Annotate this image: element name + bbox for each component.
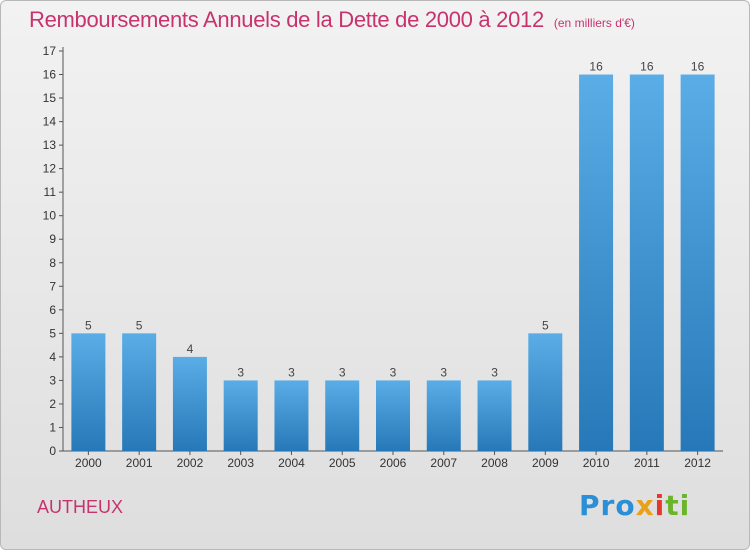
data-label: 3 (339, 365, 346, 379)
chart-bars (71, 74, 715, 451)
data-label: 3 (288, 365, 295, 379)
bar-2003 (223, 380, 258, 451)
data-label: 5 (542, 318, 549, 332)
bar-2012 (680, 74, 715, 451)
y-tick-label: 6 (49, 303, 56, 317)
bar-2000 (71, 333, 106, 451)
logo-part-2: x (635, 489, 655, 522)
y-tick-label: 15 (43, 91, 57, 105)
y-tick-label: 12 (43, 162, 57, 176)
x-tick-label: 2002 (177, 456, 204, 470)
chart-labels: 2000 5 2001 5 2002 4 2003 3 2004 3 2005 3 2006 3 2007 3… (75, 60, 711, 470)
data-label: 16 (589, 60, 603, 74)
x-tick-label: 2000 (75, 456, 102, 470)
y-tick-label: 5 (49, 326, 56, 340)
logo-part-4: ti (665, 489, 691, 522)
bar-2007 (426, 380, 461, 451)
chart-subtitle: (en milliers d'€) (553, 16, 635, 30)
x-tick-label: 2006 (380, 456, 407, 470)
data-label: 3 (390, 365, 397, 379)
data-label: 3 (237, 365, 244, 379)
x-tick-label: 2008 (481, 456, 508, 470)
data-label: 3 (440, 365, 447, 379)
x-tick-label: 2005 (329, 456, 356, 470)
y-tick-label: 11 (44, 185, 57, 199)
data-label: 16 (640, 60, 654, 74)
y-tick-label: 7 (49, 279, 56, 293)
y-tick-label: 14 (43, 115, 57, 129)
x-tick-label: 2010 (583, 456, 610, 470)
logo-part-3: i (654, 489, 666, 522)
proxiti-logo: Proxiti (579, 489, 690, 522)
x-tick-label: 2001 (126, 456, 153, 470)
y-tick-label: 9 (49, 232, 56, 246)
bar-2001 (122, 333, 157, 451)
data-label: 16 (691, 60, 705, 74)
y-tick-label: 8 (49, 256, 56, 270)
x-tick-label: 2003 (227, 456, 254, 470)
y-tick-label: 13 (43, 138, 57, 152)
x-tick-label: 2012 (684, 456, 711, 470)
data-label: 3 (491, 365, 498, 379)
chart-title-text: Remboursements Annuels de la Dette de 20… (29, 7, 544, 32)
logo-part-1: Pro (579, 489, 636, 522)
y-tick-label: 0 (49, 444, 56, 458)
chart-title: Remboursements Annuels de la Dette de 20… (29, 7, 635, 33)
bar-2005 (325, 380, 360, 451)
bar-2010 (579, 74, 614, 451)
y-tick-label: 17 (43, 44, 57, 58)
x-tick-label: 2009 (532, 456, 559, 470)
x-tick-label: 2007 (430, 456, 457, 470)
bar-2008 (477, 380, 512, 451)
bar-2002 (172, 356, 207, 451)
data-label: 5 (136, 318, 143, 332)
y-tick-label: 2 (49, 397, 56, 411)
bar-2004 (274, 380, 309, 451)
y-tick-label: 1 (49, 420, 56, 434)
bar-2011 (629, 74, 664, 451)
bar-2009 (528, 333, 563, 451)
x-tick-label: 2004 (278, 456, 305, 470)
y-tick-label: 10 (43, 209, 57, 223)
commune-name: AUTHEUX (37, 497, 124, 517)
x-tick-label: 2011 (634, 456, 660, 470)
y-tick-label: 16 (43, 68, 57, 82)
y-tick-label: 4 (49, 350, 56, 364)
data-label: 4 (187, 342, 194, 356)
data-label: 5 (85, 318, 92, 332)
y-tick-label: 3 (49, 373, 56, 387)
bar-2006 (376, 380, 410, 451)
